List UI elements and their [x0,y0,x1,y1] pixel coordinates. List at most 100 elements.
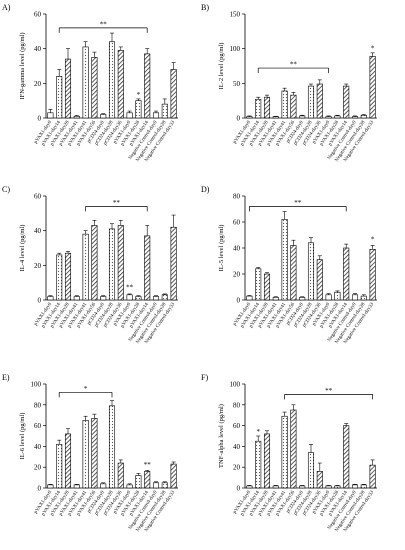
bar [290,409,297,489]
bar [144,235,151,301]
y-tick-label: 0 [38,297,42,305]
y-axis-label: IL-5 level (pg/ml) [218,225,225,272]
panel-label: D) [201,185,210,194]
bar [161,482,168,489]
bar [117,225,124,301]
bar [263,273,271,301]
y-tick-label: 0 [237,297,241,305]
bar [108,228,116,301]
bar [255,98,262,119]
y-tick-label: 40 [233,443,241,451]
significance-star: ** [144,461,152,469]
bar [263,433,271,489]
bar [117,462,124,489]
bar [263,96,271,119]
bar [56,254,63,301]
bar [369,464,376,489]
y-axis-label: IL-2 level (pg/ml) [218,43,225,90]
bar [246,116,253,119]
y-tick-label: 100 [230,45,241,53]
bar [56,76,63,119]
bar [255,268,262,301]
y-tick-label: 40 [233,245,241,253]
bar [299,485,306,489]
bar [152,296,160,301]
bar [47,484,54,489]
bar [144,53,151,119]
bar [108,405,116,489]
y-tick-label: 60 [233,422,241,430]
significance-label: * [84,385,88,393]
bar [126,294,133,301]
significance-label: ** [290,61,298,69]
y-tick-label: 80 [233,193,241,201]
bar [117,50,124,119]
bar [351,294,359,301]
y-tick-label: 150 [230,11,241,19]
bar [255,440,262,489]
bar [47,296,54,301]
bar [135,475,142,489]
bar [272,485,279,489]
bar [325,294,332,301]
significance-label: ** [113,199,121,207]
bar [299,115,306,119]
bar [73,484,80,489]
y-tick-label: 80 [233,401,241,409]
bar [246,295,253,301]
bar [334,485,341,489]
bar [307,85,315,119]
panel-label: F) [201,373,208,382]
significance-star: ** [126,284,134,292]
bar [290,94,297,119]
bar [360,484,367,489]
bar [73,296,80,301]
y-axis-label: IL-6 level (pg/ml) [19,413,26,460]
bar [316,471,323,489]
bar [351,484,359,489]
significance-star: * [371,236,375,244]
bar [135,100,142,119]
y-tick-label: 40 [34,443,42,451]
bar [91,418,98,489]
bar [343,85,350,119]
y-tick-label: 20 [34,262,42,270]
y-tick-label: 40 [34,227,42,235]
bar [64,252,72,301]
y-tick-label: 100 [31,381,42,389]
y-tick-label: 20 [34,80,42,88]
bar [100,296,107,301]
bar [343,425,350,489]
bar [47,112,54,119]
bar [152,482,160,489]
y-tick-label: 60 [34,11,42,19]
y-tick-label: 20 [233,464,241,472]
bar [281,415,288,489]
bar [343,247,350,301]
bar [100,114,107,119]
bar [144,471,151,489]
bar [82,420,89,489]
bar [126,484,133,489]
y-tick-label: 0 [237,485,241,493]
bar [170,226,177,301]
bar [360,295,367,301]
y-tick-label: 60 [34,422,42,430]
y-tick-label: 40 [34,45,42,53]
bar [334,115,341,119]
y-tick-label: 100 [230,381,241,389]
panel-label: A) [2,3,11,12]
y-tick-label: 0 [38,115,42,123]
bar [56,444,63,489]
bar [299,297,306,301]
bar [152,112,160,119]
y-axis-label: IL-4 level (pg/ml) [19,225,26,272]
y-axis-label: IFN-gamma level (pg/ml) [19,32,26,99]
bar [170,69,177,119]
y-tick-label: 20 [34,464,42,472]
